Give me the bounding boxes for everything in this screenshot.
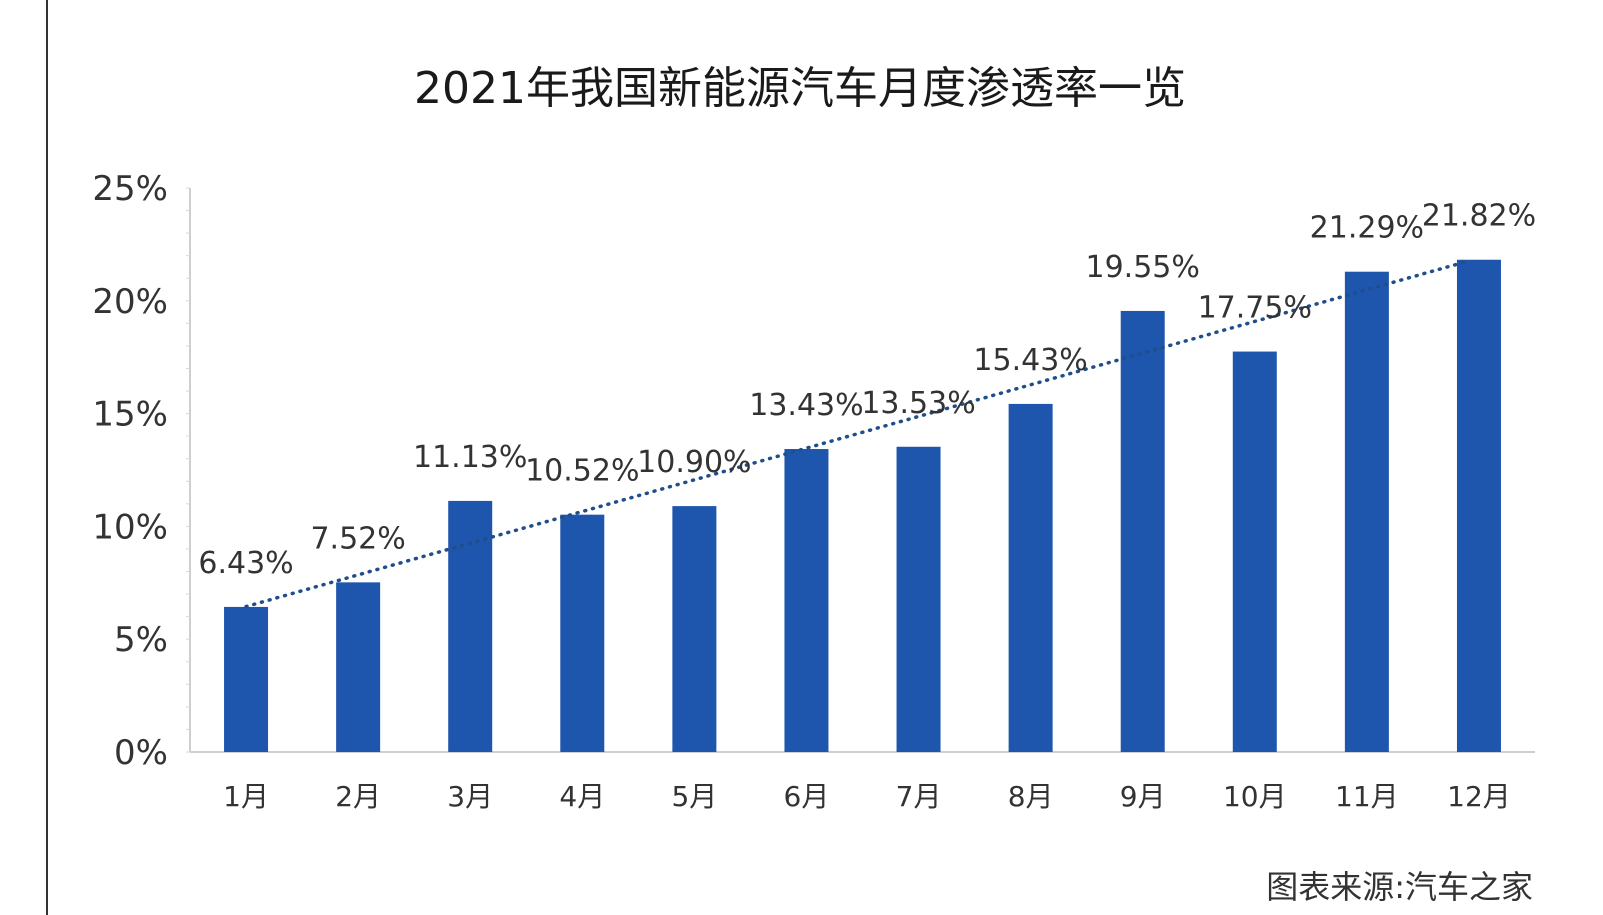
y-tick-label: 20% [92,282,168,322]
bar-7月 [896,446,941,752]
x-tick-label: 9月 [1120,780,1166,813]
chart-title: 2021年我国新能源汽车月度渗透率一览 [414,63,1186,114]
x-tick-label: 5月 [671,780,717,813]
data-label: 10.52% [525,454,639,489]
x-tick-label: 1月 [223,780,269,813]
data-label: 15.43% [973,343,1087,378]
source-note: 图表来源:汽车之家 [1266,868,1533,906]
bar-2月 [336,582,381,752]
data-label: 11.13% [413,440,527,475]
bar-12月 [1456,259,1501,752]
x-axis: 1月 2月 3月 4月 5月 6月 7月 8月 9月 10月 11月 12月 [223,780,1511,813]
data-label: 13.43% [749,388,863,423]
y-tick-label: 0% [114,733,168,773]
x-tick-label: 10月 [1223,780,1287,813]
y-tick-label: 15% [92,395,168,435]
y-tick-label: 10% [92,507,168,547]
page-left-border [46,0,48,915]
bar-9月 [1120,310,1165,752]
data-label: 6.43% [198,546,293,581]
data-label: 21.82% [1422,199,1536,234]
data-label: 10.90% [637,445,751,480]
x-tick-label: 6月 [784,780,830,813]
x-tick-label: 3月 [447,780,493,813]
bar-1月 [224,606,269,752]
bar-10月 [1232,351,1277,752]
bar-series [224,259,1501,752]
data-label: 17.75% [1198,291,1312,326]
data-label: 13.53% [861,386,975,421]
y-axis: 0% 5% 10% 15% 20% 25% [92,169,1535,773]
bar-6月 [784,449,829,752]
x-tick-label: 11月 [1335,780,1399,813]
bar-11月 [1344,271,1389,752]
x-tick-label: 7月 [896,780,942,813]
x-tick-label: 8月 [1008,780,1054,813]
x-tick-label: 4月 [559,780,605,813]
bar-5月 [672,506,717,752]
y-tick-label: 5% [114,620,168,660]
data-label: 7.52% [310,521,405,556]
data-label: 21.29% [1310,211,1424,246]
y-tick-label: 25% [92,169,168,209]
data-label: 19.55% [1086,250,1200,285]
x-tick-label: 2月 [335,780,381,813]
x-tick-label: 12月 [1447,780,1511,813]
bar-4月 [560,514,605,752]
bar-8月 [1008,403,1053,752]
data-labels: 6.43% 7.52% 11.13%10.52%10.90% 13.43%13.53%… [198,199,1536,581]
